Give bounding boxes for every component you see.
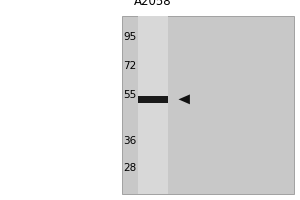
Polygon shape bbox=[178, 94, 190, 104]
Text: 95: 95 bbox=[123, 32, 136, 42]
Text: 55: 55 bbox=[123, 90, 136, 100]
Bar bbox=[122, 16, 294, 194]
Bar bbox=[138, 96, 168, 103]
Text: 36: 36 bbox=[123, 136, 136, 146]
Bar bbox=[138, 16, 168, 194]
Text: 72: 72 bbox=[123, 61, 136, 71]
Text: 28: 28 bbox=[123, 163, 136, 173]
Text: A2058: A2058 bbox=[134, 0, 172, 8]
